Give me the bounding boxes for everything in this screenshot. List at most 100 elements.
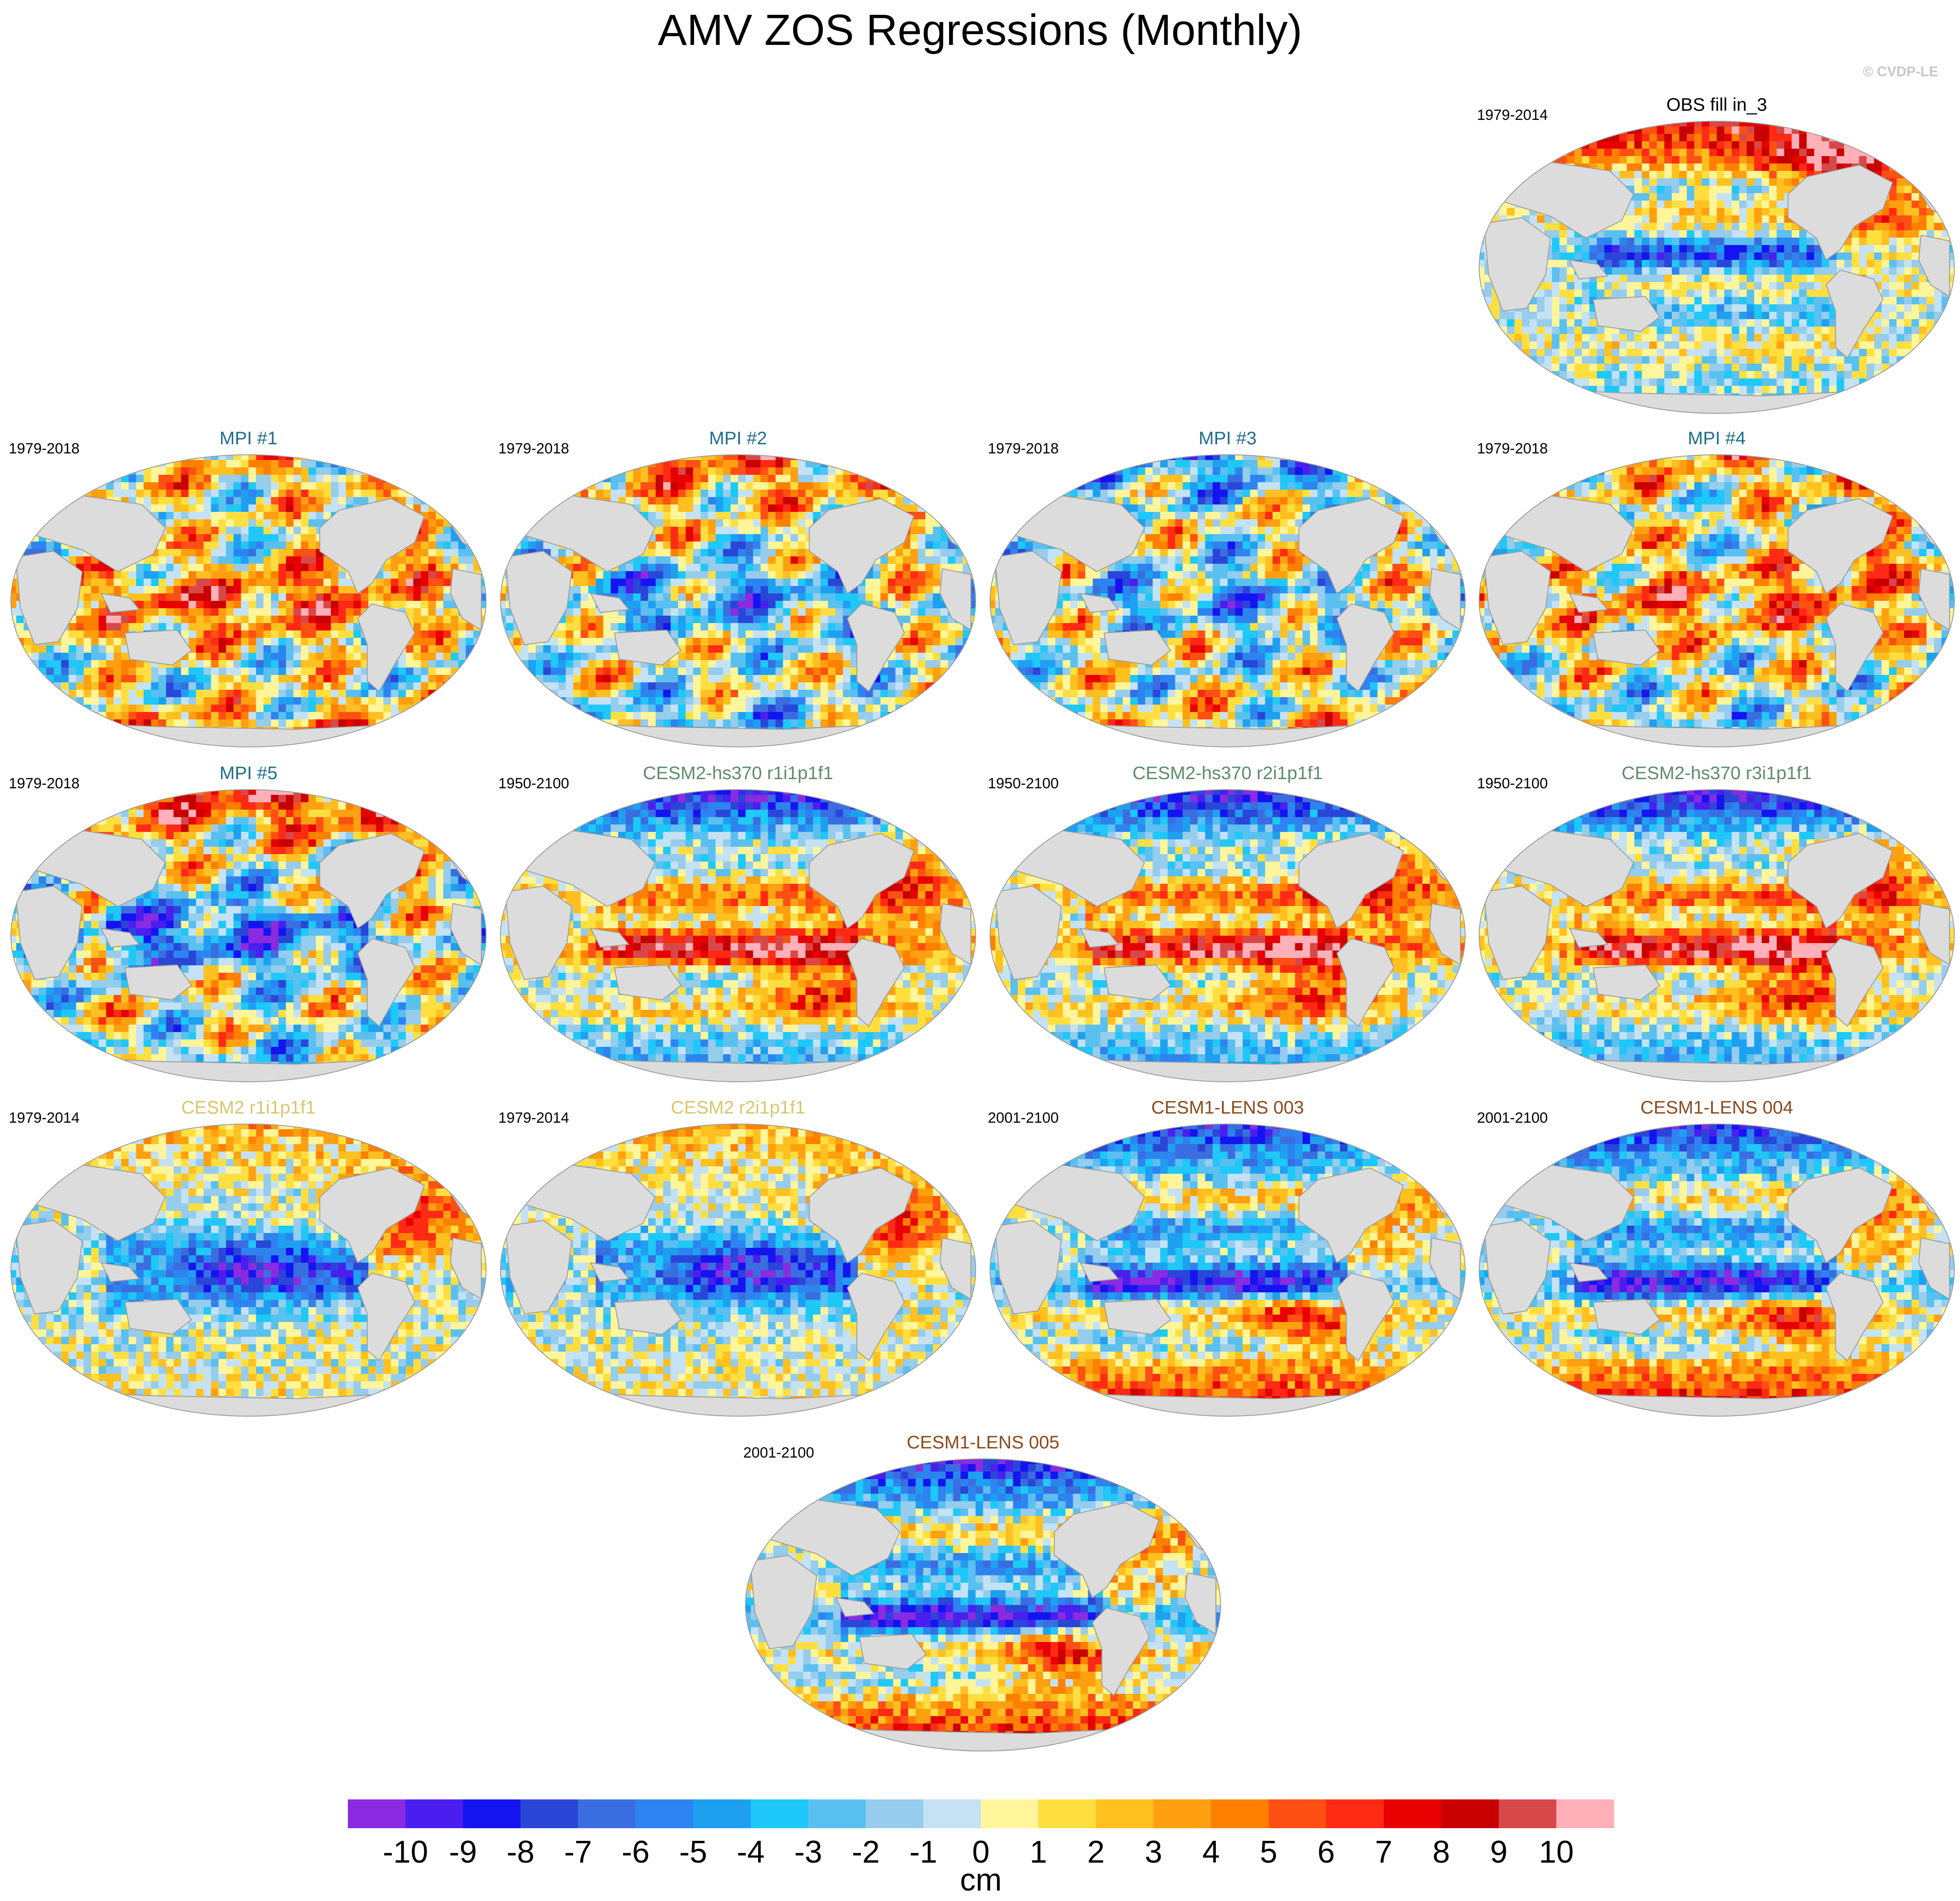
heatmap-cell — [99, 623, 107, 631]
heatmap-cell — [1552, 364, 1560, 371]
heatmap-cell — [248, 556, 256, 564]
heatmap-cell — [1746, 171, 1755, 179]
heatmap-cell — [473, 675, 481, 683]
heatmap-cell — [1567, 238, 1575, 245]
heatmap-cell — [1904, 215, 1912, 223]
heatmap-cell — [1649, 141, 1657, 149]
heatmap-cell — [466, 623, 474, 631]
heatmap-cell — [1499, 178, 1507, 186]
heatmap-cell — [1514, 149, 1522, 157]
heatmap-cell — [480, 586, 486, 594]
heatmap-cell — [1814, 149, 1822, 157]
heatmap-cell — [1837, 364, 1844, 371]
heatmap-cell — [113, 623, 122, 631]
heatmap-cell — [1844, 149, 1852, 157]
heatmap-cell — [405, 579, 414, 586]
heatmap-cell — [293, 460, 301, 468]
heatmap-cell — [1484, 126, 1492, 134]
heatmap-cell — [1911, 304, 1919, 312]
heatmap-cell — [218, 645, 227, 653]
land-mass — [1882, 141, 1922, 166]
heatmap-cell — [1604, 149, 1612, 157]
heatmap-cell — [1911, 401, 1919, 409]
heatmap-cell — [1657, 252, 1665, 260]
heatmap-cell — [458, 645, 466, 653]
heatmap-cell — [1679, 149, 1687, 157]
heatmap-cell — [174, 490, 181, 497]
heatmap-cell — [301, 549, 309, 557]
heatmap-cell — [1874, 386, 1882, 394]
heatmap-cell — [1754, 164, 1762, 171]
heatmap-cell — [1814, 164, 1822, 171]
heatmap-cell — [143, 601, 152, 609]
heatmap-cell — [1597, 141, 1605, 149]
heatmap-cell — [1911, 319, 1919, 327]
heatmap-cell — [466, 534, 474, 542]
heatmap-cell — [1919, 386, 1927, 394]
heatmap-cell — [413, 467, 421, 475]
heatmap-cell — [1484, 334, 1492, 342]
heatmap-cell — [143, 608, 152, 616]
heatmap-cell — [1559, 121, 1567, 127]
heatmap-cell — [458, 475, 466, 483]
heatmap-cell — [263, 660, 272, 668]
heatmap-cell — [24, 482, 32, 490]
heatmap-cell — [368, 690, 376, 698]
heatmap-cell — [1559, 290, 1567, 297]
heatmap-cell — [1874, 319, 1882, 327]
heatmap-cell — [1807, 364, 1815, 371]
heatmap-cell — [1926, 401, 1935, 409]
heatmap-cell — [436, 504, 444, 512]
heatmap-cell — [174, 593, 181, 601]
heatmap-cell — [1911, 297, 1919, 305]
heatmap-cell — [1874, 275, 1882, 283]
heatmap-cell — [1859, 141, 1867, 149]
heatmap-cell — [301, 475, 309, 483]
heatmap-cell — [1589, 371, 1597, 379]
heatmap-cell — [1762, 267, 1769, 275]
heatmap-cell — [136, 675, 144, 683]
heatmap-cell — [1574, 371, 1582, 379]
heatmap-cell — [233, 645, 242, 653]
heatmap-cell — [1919, 156, 1927, 164]
heatmap-cell — [31, 504, 39, 512]
heatmap-cell — [181, 623, 189, 631]
heatmap-cell — [256, 593, 264, 601]
heatmap-cell — [1821, 304, 1830, 312]
heatmap-cell — [443, 690, 451, 698]
heatmap-cell — [286, 579, 294, 586]
heatmap-cell — [1574, 378, 1582, 386]
heatmap-cell — [181, 616, 189, 623]
heatmap-cell — [263, 586, 272, 594]
heatmap-cell — [1522, 156, 1530, 164]
heatmap-cell — [1896, 230, 1905, 238]
heatmap-cell — [316, 638, 324, 646]
heatmap-cell — [256, 512, 264, 520]
heatmap-cell — [1574, 238, 1582, 245]
heatmap-cell — [301, 542, 309, 549]
heatmap-cell — [428, 616, 436, 623]
heatmap-cell — [436, 593, 444, 601]
heatmap-cell — [61, 638, 69, 646]
heatmap-cell — [218, 512, 227, 520]
heatmap-cell — [1941, 327, 1950, 334]
heatmap-cell — [1634, 260, 1642, 268]
heatmap-cell — [263, 534, 272, 542]
heatmap-cell — [1911, 121, 1919, 127]
heatmap-cell — [286, 616, 294, 623]
heatmap-cell — [466, 682, 474, 690]
heatmap-cell — [1612, 149, 1620, 157]
heatmap-cell — [1514, 319, 1522, 327]
heatmap-cell — [68, 653, 77, 661]
heatmap-cell — [24, 467, 32, 475]
heatmap-cell — [68, 660, 77, 668]
heatmap-cell — [271, 571, 279, 579]
heatmap-cell — [1784, 238, 1792, 245]
heatmap-cell — [203, 586, 211, 594]
heatmap-cell — [391, 682, 399, 690]
heatmap-cell — [248, 623, 256, 631]
heatmap-cell — [91, 645, 99, 653]
heatmap-cell — [1499, 186, 1507, 194]
heatmap-cell — [1762, 312, 1769, 320]
heatmap-cell — [308, 586, 316, 594]
